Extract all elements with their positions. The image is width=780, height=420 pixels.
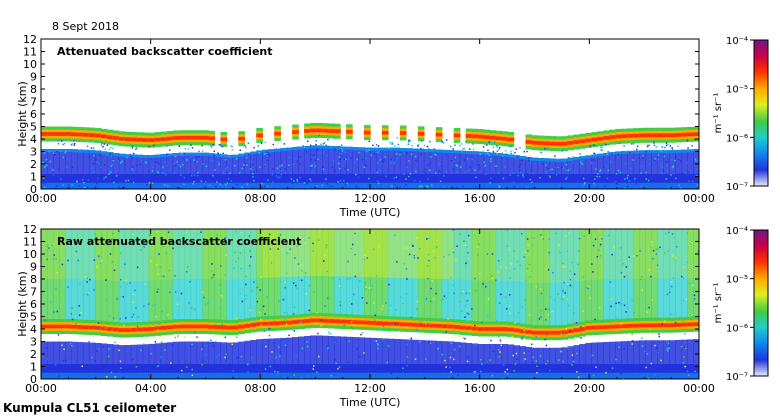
y-tick-label: 12 <box>23 33 37 46</box>
colorbar-unit-label: m⁻¹ sr⁻¹ <box>713 93 724 134</box>
y-tick-label: 6 <box>30 108 37 121</box>
x-tick-label: 04:00 <box>135 192 167 205</box>
x-tick-label: 12:00 <box>354 192 386 205</box>
colorbar-tick-label: 10⁻⁵ <box>726 85 748 96</box>
x-tick-label: 00:00 <box>25 192 57 205</box>
y-tick-label: 11 <box>23 46 37 59</box>
y-tick-label: 1 <box>30 361 37 374</box>
y-tick-label: 6 <box>30 298 37 311</box>
colorbar-tick-label: 10⁻⁴ <box>726 36 748 47</box>
x-tick-label: 20:00 <box>573 382 605 395</box>
colorbar-tick-label: 10⁻⁶ <box>726 133 748 144</box>
x-tick-label: 16:00 <box>464 382 496 395</box>
y-tick-label: 0 <box>30 373 37 386</box>
y-tick-label: 10 <box>23 58 37 71</box>
y-tick-label: 3 <box>30 146 37 159</box>
colorbar <box>753 229 769 377</box>
x-axis-label: Time (UTC) <box>339 396 401 409</box>
y-tick-label: 3 <box>30 336 37 349</box>
y-axis-label: Height (km) <box>16 81 29 147</box>
x-tick-label: 00:00 <box>683 382 715 395</box>
x-tick-label: 04:00 <box>135 382 167 395</box>
y-tick-label: 2 <box>30 348 37 361</box>
y-tick-label: 2 <box>30 158 37 171</box>
y-tick-label: 8 <box>30 83 37 96</box>
y-tick-label: 7 <box>30 286 37 299</box>
y-tick-label: 5 <box>30 311 37 324</box>
x-tick-label: 00:00 <box>683 192 715 205</box>
x-tick-label: 20:00 <box>573 192 605 205</box>
backscatter-field <box>41 122 699 189</box>
y-tick-label: 11 <box>23 236 37 249</box>
backscatter-field <box>41 229 699 379</box>
y-tick-label: 7 <box>30 96 37 109</box>
x-tick-label: 08:00 <box>244 382 276 395</box>
panel-title: Raw attenuated backscatter coefficient <box>57 235 301 248</box>
y-tick-label: 4 <box>30 323 37 336</box>
y-tick-label: 1 <box>30 171 37 184</box>
y-tick-label: 9 <box>30 261 37 274</box>
colorbar-unit-label: m⁻¹ sr⁻¹ <box>713 283 724 324</box>
x-axis-label: Time (UTC) <box>339 206 401 219</box>
instrument-label: Kumpula CL51 ceilometer <box>3 401 177 415</box>
x-tick-label: 08:00 <box>244 192 276 205</box>
y-axis-label: Height (km) <box>16 271 29 337</box>
colorbar <box>753 39 769 187</box>
date-label: 8 Sept 2018 <box>52 20 120 33</box>
y-tick-label: 0 <box>30 183 37 196</box>
y-tick-label: 8 <box>30 273 37 286</box>
colorbar-tick-label: 10⁻⁵ <box>726 275 748 286</box>
y-tick-label: 4 <box>30 133 37 146</box>
x-tick-label: 00:00 <box>25 382 57 395</box>
x-tick-label: 16:00 <box>464 192 496 205</box>
colorbar-tick-label: 10⁻⁴ <box>726 226 748 237</box>
colorbar-tick-label: 10⁻⁶ <box>726 323 748 334</box>
y-tick-label: 12 <box>23 223 37 236</box>
colorbar-tick-label: 10⁻⁷ <box>726 372 748 383</box>
y-tick-label: 10 <box>23 248 37 261</box>
colorbar-tick-label: 10⁻⁷ <box>726 182 748 193</box>
x-tick-label: 12:00 <box>354 382 386 395</box>
y-tick-label: 9 <box>30 71 37 84</box>
panel-title: Attenuated backscatter coefficient <box>57 45 273 58</box>
y-tick-label: 5 <box>30 121 37 134</box>
